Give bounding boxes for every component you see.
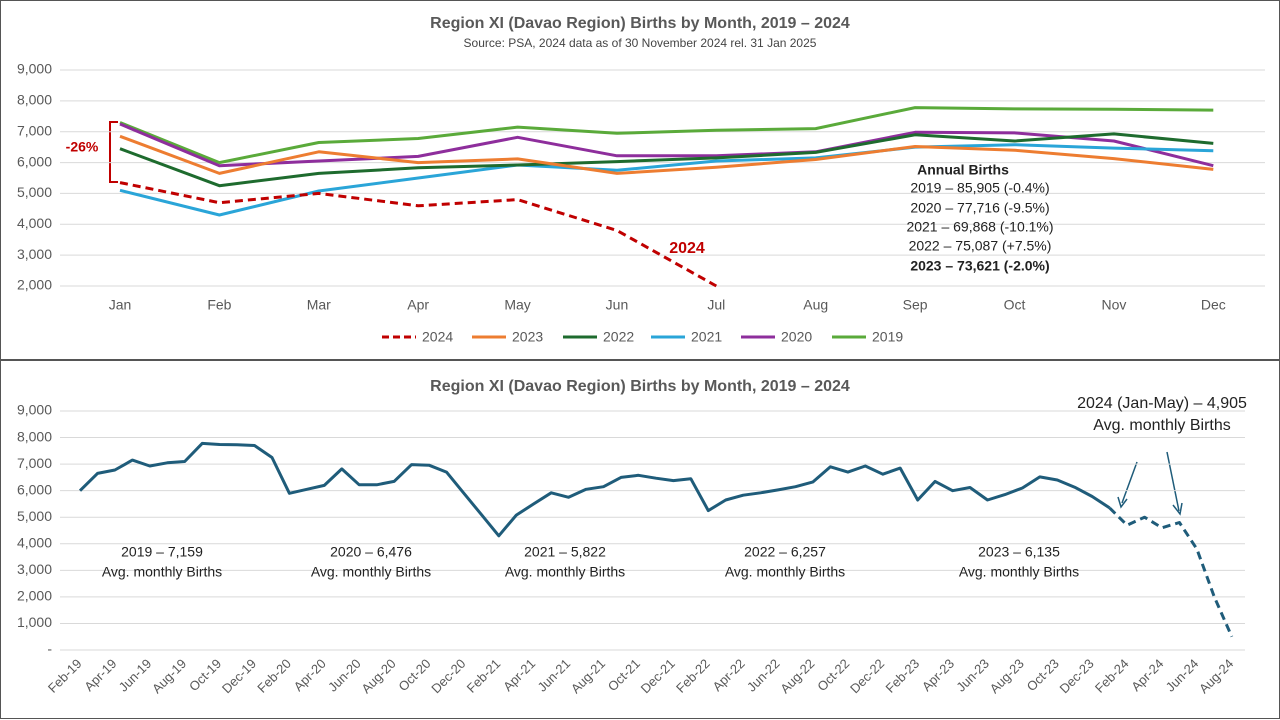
y-tick-label: 8,000 xyxy=(17,428,52,444)
annotation: Avg. monthly Births xyxy=(102,564,222,580)
annual-title: Annual Births xyxy=(917,162,1009,178)
x-tick-label: Apr xyxy=(407,297,429,313)
x-tick-label: Jan xyxy=(109,297,132,313)
y-tick-label: 4,000 xyxy=(17,215,52,231)
annual-line: 2020 – 77,716 (-9.5%) xyxy=(910,200,1049,216)
annual-line: 2021 – 69,868 (-10.1%) xyxy=(906,219,1053,235)
annotation: 2024 (Jan-May) – 4,905 xyxy=(1077,395,1247,412)
series-line xyxy=(119,132,1214,188)
legend-label: 2022 xyxy=(603,329,634,345)
legend-label: 2024 xyxy=(422,329,453,345)
x-tick-label: Jun xyxy=(606,297,629,313)
x-tick-label: May xyxy=(504,297,530,313)
legend-label: 2019 xyxy=(872,329,903,345)
series-line xyxy=(119,134,1214,175)
x-tick-label: Sep xyxy=(903,297,928,313)
y-tick-label: 1,000 xyxy=(17,614,52,630)
x-tick-label: Mar xyxy=(307,297,331,313)
annotation: 2023 – 6,135 xyxy=(978,544,1060,560)
annotation: Avg. monthly Births xyxy=(725,564,845,580)
bracket xyxy=(109,121,118,183)
series-line xyxy=(119,106,1214,165)
annotation: Avg. monthly Births xyxy=(311,564,431,580)
y-tick-label: 9,000 xyxy=(17,402,52,418)
series-line xyxy=(119,122,1214,168)
x-tick-label: Aug xyxy=(803,297,828,313)
y-tick-label: 8,000 xyxy=(17,92,52,108)
y-tick-label: 4,000 xyxy=(17,534,52,550)
chart-title: Region XI (Davao Region) Births by Month… xyxy=(430,15,850,32)
x-tick-label: Oct xyxy=(1004,297,1026,313)
annual-line: 2022 – 75,087 (+7.5%) xyxy=(909,238,1052,254)
series-line xyxy=(119,181,718,288)
x-tick-label: Dec xyxy=(1201,297,1226,313)
y-tick-label: 7,000 xyxy=(17,455,52,471)
y-tick-label: 2,000 xyxy=(17,588,52,604)
y-tick-label: - xyxy=(47,641,52,657)
y-tick-label: 6,000 xyxy=(17,481,52,497)
y-tick-label: 9,000 xyxy=(17,61,52,77)
x-tick-label: Feb xyxy=(207,297,231,313)
y-tick-label: 2,000 xyxy=(17,277,52,293)
annotation: 2019 – 7,159 xyxy=(121,544,203,560)
series-line xyxy=(78,441,1111,538)
y-tick-label: 3,000 xyxy=(17,561,52,577)
legend-label: 2023 xyxy=(512,329,543,345)
x-tick-label: Jul xyxy=(707,297,725,313)
annotation: Avg. monthly Births xyxy=(1093,417,1231,434)
annotation: Avg. monthly Births xyxy=(959,564,1079,580)
x-tick-label: Nov xyxy=(1101,297,1126,313)
y-tick-label: 5,000 xyxy=(17,508,52,524)
chart-title: Region XI (Davao Region) Births by Month… xyxy=(430,378,850,395)
annotation: Avg. monthly Births xyxy=(505,564,625,580)
chart-subtitle: Source: PSA, 2024 data as of 30 November… xyxy=(464,36,817,50)
y-tick-label: 5,000 xyxy=(17,184,52,200)
annotation: 2020 – 6,476 xyxy=(330,544,412,560)
series-line xyxy=(1108,506,1234,638)
annual-line: 2019 – 85,905 (-0.4%) xyxy=(910,180,1049,196)
y-tick-label: 7,000 xyxy=(17,122,52,138)
arrows xyxy=(1117,451,1183,516)
change-label: -26% xyxy=(66,139,99,155)
annotation: 2021 – 5,822 xyxy=(524,544,606,560)
y-tick-label: 6,000 xyxy=(17,153,52,169)
y-tick-label: 3,000 xyxy=(17,246,52,262)
annotation: 2022 – 6,257 xyxy=(744,544,826,560)
legend-label: 2021 xyxy=(691,329,722,345)
bottom-panel xyxy=(0,360,1280,719)
annual-line: 2023 – 73,621 (-2.0%) xyxy=(910,258,1049,274)
top-panel xyxy=(0,0,1280,360)
series-label: 2024 xyxy=(669,240,705,257)
legend-label: 2020 xyxy=(781,329,812,345)
